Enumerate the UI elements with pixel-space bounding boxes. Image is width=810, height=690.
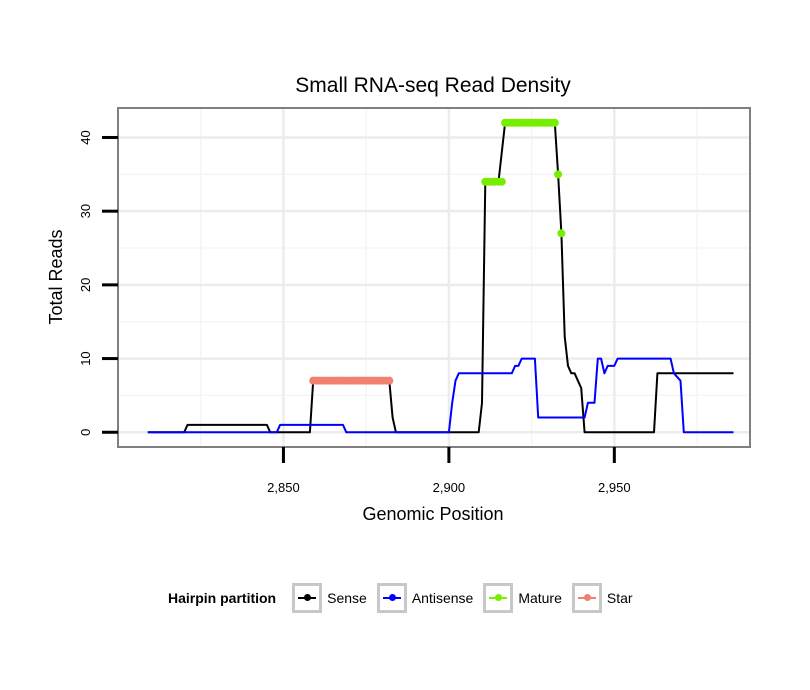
series-line-antisense [147,357,734,434]
legend-key-antisense [376,583,407,613]
y-tick-label: 20 [78,278,93,292]
legend-item-star: Star [571,583,637,613]
series-line-sense [147,121,734,434]
y-axis: 0 10 20 30 40 [78,130,118,436]
series-point-mature [557,229,566,238]
legend-item-mature: Mature [483,583,566,613]
legend-key-sense [292,583,323,613]
x-axis: 2,850 2,900 2,950 [267,447,631,495]
legend: Hairpin partition Sense Antisense Mature… [168,580,643,616]
legend-item-antisense: Antisense [376,583,477,613]
legend-label-antisense: Antisense [411,590,474,606]
y-tick-label: 10 [78,351,93,365]
x-axis-label: Genomic Position [362,504,503,524]
x-tick-label: 2,950 [598,480,631,495]
y-tick-label: 40 [78,130,93,144]
legend-item-sense: Sense [292,583,371,613]
y-tick-label: 30 [78,204,93,218]
legend-label-mature: Mature [518,590,562,606]
legend-key-mature [483,583,514,613]
legend-label-sense: Sense [327,590,367,606]
chart-title: Small RNA-seq Read Density [295,74,571,97]
series-point-star [385,376,394,385]
plot-area [117,107,751,448]
legend-title: Hairpin partition [168,590,277,606]
legend-label-star: Star [606,590,633,606]
series-point-mature [497,177,506,186]
series-point-mature [550,118,559,127]
legend-key-star [571,583,602,613]
y-axis-label: Total Reads [46,229,66,324]
y-tick-label: 0 [78,429,93,436]
x-tick-label: 2,900 [433,480,466,495]
plot-background [118,108,750,447]
plot-border [117,107,751,448]
x-tick-label: 2,850 [267,480,300,495]
series-point-mature [554,170,563,179]
